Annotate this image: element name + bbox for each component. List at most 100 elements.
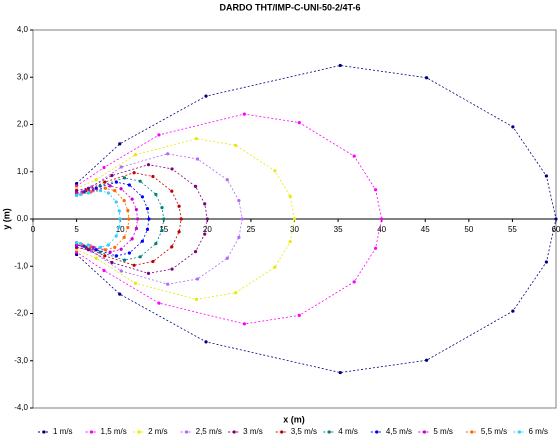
data-point [179,217,183,221]
data-point [373,188,378,192]
data-point [122,198,126,203]
data-point [108,250,112,254]
legend-label: 5,5 m/s [481,427,507,436]
legend-label: 4 m/s [338,427,358,436]
legend-label: 4,5 m/s [386,427,412,436]
data-point [113,245,117,249]
data-point [94,256,98,260]
data-point [119,247,123,251]
data-point [166,282,170,286]
y-tick-label: 1,0 [17,167,29,176]
data-point [338,370,342,375]
data-point [195,157,200,161]
data-point [132,263,136,267]
data-point [157,133,161,137]
legend-marker [185,430,189,434]
data-point [114,180,119,184]
data-point [74,193,79,197]
data-point [134,226,138,231]
data-point [103,180,107,184]
data-point [108,184,112,188]
data-point [373,246,378,250]
data-point [74,191,79,195]
data-point [242,112,246,116]
data-point [205,217,209,221]
data-point [74,245,79,249]
y-tick-label: -2,0 [14,309,28,318]
data-point [193,184,198,188]
data-point [114,234,118,238]
data-point [78,192,83,197]
data-point [177,230,181,234]
data-point [170,267,174,271]
legend-marker [375,430,379,434]
legend-marker [232,430,236,434]
data-point [352,154,356,158]
data-point [117,209,121,213]
data-point [103,248,107,252]
data-point [140,195,144,199]
y-tick-label: -4,0 [14,403,28,412]
legend-marker [422,430,426,434]
legend-label: 1,5 m/s [101,427,127,436]
data-point [273,265,277,269]
y-tick-label: 0,0 [17,214,29,223]
data-point [154,241,158,246]
x-tick-label: 35 [334,225,343,234]
data-point [225,178,229,182]
legend-label: 2 m/s [148,427,168,436]
data-point [74,243,79,247]
data-point [122,235,126,240]
x-tick-label: 0 [31,225,36,234]
data-point [160,206,164,210]
legend-marker [137,430,141,434]
data-point [126,208,130,213]
data-point [380,217,384,221]
data-point [127,217,131,221]
data-point [170,167,174,171]
data-point [146,271,151,275]
data-point [203,232,207,236]
data-point [511,125,515,129]
y-tick-label: 2,0 [17,120,29,129]
data-point [114,254,119,258]
data-point [297,121,301,125]
data-point [98,245,103,249]
data-point [74,184,79,188]
data-point [133,153,138,157]
x-tick-label: 30 [290,225,299,234]
x-tick-label: 15 [159,225,168,234]
data-point [132,171,136,175]
series-line [76,190,121,248]
data-point [86,191,90,195]
data-point [127,251,132,255]
data-point [242,322,246,326]
data-point [145,207,150,211]
legend-marker [327,430,331,434]
data-point [127,183,132,187]
data-point [237,198,241,203]
x-tick-label: 20 [203,225,212,234]
x-axis-title: x (m) [283,414,305,424]
data-point [145,227,150,231]
data-point [162,217,166,221]
data-point [157,301,161,305]
y-tick-label: 4,0 [17,25,29,34]
data-point [193,250,198,254]
y-tick-label: -3,0 [14,356,28,365]
data-point [74,250,79,254]
data-point [110,173,114,178]
data-point [106,243,110,247]
data-point [166,152,170,156]
data-point [177,204,181,208]
legend-marker [42,430,46,434]
data-point [114,200,118,204]
x-tick-label: 5 [74,225,79,234]
data-point [292,217,297,221]
data-point [74,181,79,186]
series-line [76,138,295,300]
data-point [203,202,207,206]
data-point [424,76,429,80]
data-point [94,248,98,252]
